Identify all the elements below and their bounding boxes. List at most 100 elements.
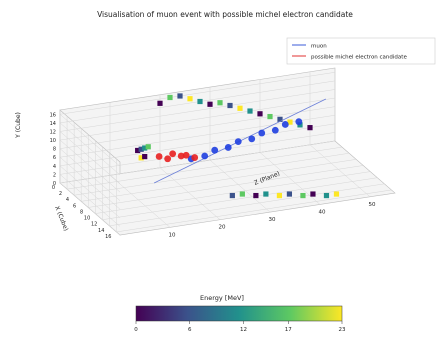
grid-y-floor-7 — [109, 183, 385, 227]
y-tick-label-8: 16 — [105, 234, 111, 240]
grid-y-floor-3 — [81, 159, 357, 202]
colorbar-tick-label-3: 17 — [285, 327, 292, 333]
series-1-point-3 — [177, 152, 185, 160]
series-0-point-3 — [224, 144, 232, 151]
grid-z-side-1 — [59, 174, 121, 227]
y-tick-label-4: 8 — [80, 209, 83, 215]
projection-cell-3 — [187, 96, 193, 102]
z-tick-label-6: 12 — [50, 129, 56, 135]
chart-title: Visualisation of muon event with possibl… — [97, 10, 353, 19]
projection-cell-30 — [138, 155, 144, 161]
x-tick-label-1: 20 — [219, 225, 226, 231]
projection-cell-29 — [145, 144, 151, 150]
projection-cell-26 — [135, 147, 141, 154]
series-1-point-5 — [191, 154, 199, 161]
x-tick-label-0: 10 — [169, 232, 176, 238]
projection-cell-22 — [300, 192, 306, 199]
series-0-point-1 — [201, 152, 209, 160]
projection-cell-7 — [227, 102, 233, 109]
projection-cell-11 — [267, 113, 273, 120]
grid-z-back-2 — [59, 123, 336, 167]
grid-y-floor-2 — [74, 152, 350, 196]
grid-x-floor-2 — [209, 159, 271, 213]
grid-z-back-6 — [59, 89, 336, 132]
legend-label-muon: muon — [311, 44, 327, 50]
z-tick-label-3: 6 — [53, 155, 56, 161]
z-tick-label-1: 2 — [53, 172, 56, 178]
series-0-point-7 — [271, 126, 279, 134]
projection-cell-18 — [253, 192, 259, 199]
y-tick-label-0: 0 — [52, 185, 55, 191]
x-tick-label-2: 30 — [269, 217, 276, 223]
legend-label-michel: possible michel electron candidate — [311, 55, 407, 61]
z-tick-label-4: 8 — [53, 147, 56, 153]
grid-y-floor-6 — [102, 177, 378, 220]
grid-z-back-5 — [59, 97, 336, 141]
projection-cell-24 — [323, 192, 330, 199]
projection-cell-12 — [277, 116, 283, 122]
series-1-point-4 — [182, 151, 190, 159]
z-tick-label-8: 16 — [50, 112, 56, 118]
grid-z-back-1 — [59, 132, 336, 175]
projection-cell-1 — [167, 94, 173, 101]
grid-z-side-3 — [59, 157, 121, 210]
series-0-point-9 — [295, 118, 303, 126]
grid-z-side-2 — [59, 165, 121, 219]
colorbar-label: Energy [MeV] — [200, 294, 244, 302]
grid-z-side-7 — [59, 122, 121, 176]
projection-cells — [135, 93, 340, 199]
projection-cell-2 — [177, 93, 183, 99]
grid-z-side-6 — [59, 131, 121, 184]
projection-cell-21 — [286, 191, 293, 197]
colorbar-ticks: 0 6 12 17 23 — [134, 321, 346, 333]
series-1-point-1 — [164, 155, 172, 163]
colorbar-tick-label-4: 23 — [339, 327, 346, 333]
legend-box — [286, 37, 436, 65]
x-tick-label-3: 40 — [319, 209, 326, 215]
projection-cell-9 — [247, 108, 253, 114]
z-tick-label-7: 14 — [50, 121, 56, 127]
grid-z-side-8 — [59, 114, 121, 167]
grid-z-side-4 — [59, 148, 121, 201]
grid-y-floor-4 — [88, 165, 364, 208]
grid-y-floor-1 — [67, 146, 343, 190]
projection-cell-13 — [287, 119, 293, 125]
grid-z-side-0 — [59, 182, 121, 236]
legend: muon possible michel electron candidate — [286, 37, 436, 65]
grid-x-floor-0 — [109, 175, 171, 228]
projection-cell-27 — [138, 146, 144, 152]
z-tick-label-2: 4 — [53, 164, 56, 170]
grid-x-floor-1 — [159, 167, 221, 220]
projection-cell-10 — [257, 111, 263, 117]
projection-cell-17 — [239, 191, 245, 197]
projection-cell-5 — [207, 101, 213, 107]
projection-cell-8 — [237, 105, 243, 111]
colorbar-gradient — [135, 305, 343, 322]
projection-cell-15 — [307, 125, 313, 131]
colorbar-tick-label-1: 6 — [188, 327, 192, 333]
y-tick-label-7: 14 — [98, 228, 104, 234]
projection-cell-19 — [263, 191, 269, 197]
series-0-point-5 — [248, 135, 256, 143]
y-tick-label-3: 6 — [73, 203, 76, 209]
projection-cell-0 — [157, 100, 163, 106]
projection-cell-20 — [276, 192, 283, 199]
z-tick-label-5: 10 — [50, 138, 56, 144]
grid-x-floor-4 — [309, 144, 371, 198]
grid-y-floor-8 — [116, 189, 392, 233]
series-0-point-4 — [234, 138, 242, 146]
series-0-point-6 — [258, 129, 266, 137]
colorbar-tick-label-2: 12 — [240, 327, 247, 333]
grid-y-floor-5 — [95, 171, 371, 214]
projection-cell-23 — [310, 191, 316, 197]
y-tick-label-5: 10 — [84, 216, 90, 222]
colorbar: Energy [MeV] 0 6 12 17 23 — [134, 294, 346, 333]
series-1-point-2 — [169, 150, 177, 158]
series-0-point-2 — [211, 146, 219, 154]
z-tick-label-0: 0 — [53, 181, 56, 187]
projection-cell-16 — [229, 192, 235, 199]
projection-cell-31 — [142, 154, 148, 160]
projection-cell-28 — [142, 145, 148, 151]
